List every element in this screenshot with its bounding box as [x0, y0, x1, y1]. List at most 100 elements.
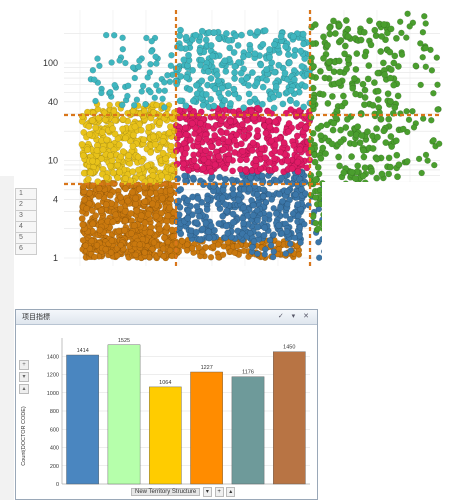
scatter-point	[237, 140, 245, 148]
scatter-point	[102, 174, 110, 182]
x-axis-collapse-button[interactable]: ▴	[226, 487, 236, 497]
scatter-point	[138, 212, 145, 220]
scatter-point	[195, 212, 203, 220]
row-number[interactable]: 6	[15, 244, 37, 255]
row-number[interactable]: 3	[15, 211, 37, 222]
scatter-point	[231, 149, 239, 156]
bar[interactable]	[66, 354, 99, 485]
scatter-point	[325, 58, 333, 66]
row-number[interactable]: 2	[15, 200, 37, 211]
scatter-point	[239, 147, 247, 155]
scatter-point	[149, 133, 157, 141]
scatter-point	[98, 89, 105, 97]
scatter-point	[115, 141, 123, 149]
scatter-point	[268, 195, 276, 203]
scatter-point	[197, 61, 204, 69]
scatter-point	[361, 94, 369, 101]
scatter-point	[365, 62, 373, 69]
x-axis-add-button[interactable]: +	[214, 487, 224, 497]
bar[interactable]	[231, 376, 265, 485]
bar-data-label: 1414	[77, 348, 89, 354]
scatter-point	[78, 215, 86, 223]
scatter-plot: 100 40 10 4 1	[42, 10, 443, 266]
scatter-point	[95, 114, 103, 122]
scatter-point	[270, 204, 277, 212]
scatter-point	[265, 117, 273, 125]
scatter-point	[177, 185, 185, 193]
bar[interactable]	[148, 386, 182, 485]
scatter-point	[268, 242, 275, 249]
scatter-point	[182, 102, 190, 110]
scatter-point	[359, 80, 367, 88]
scatter-point	[360, 28, 368, 36]
scatter-point	[317, 122, 325, 130]
scatter-point	[294, 158, 302, 166]
scatter-point	[272, 126, 280, 134]
row-number[interactable]: 5	[15, 233, 37, 244]
x-axis-selector[interactable]: New Territory Structure ▾ + ▴	[131, 487, 236, 497]
scatter-point	[121, 217, 129, 225]
scatter-point	[146, 229, 154, 237]
scatter-point	[374, 87, 382, 95]
scatter-point	[164, 212, 172, 220]
scatter-point	[337, 37, 345, 44]
scatter-point	[98, 128, 106, 136]
scatter-point	[247, 107, 255, 115]
scatter-point	[394, 173, 401, 181]
row-number[interactable]: 4	[15, 222, 37, 233]
scatter-point	[377, 48, 385, 55]
bar-data-label: 1176	[242, 370, 254, 376]
panel-side-controls: + ▾ ▴	[19, 360, 29, 396]
scatter-point	[81, 196, 88, 204]
scatter-point	[222, 68, 230, 75]
scatter-point	[166, 78, 174, 86]
scatter-point	[188, 245, 196, 252]
row-number[interactable]: 1	[15, 188, 37, 200]
scatter-point	[409, 107, 416, 115]
scatter-point	[215, 254, 222, 261]
bar[interactable]	[107, 344, 141, 485]
scatter-point	[210, 102, 218, 110]
scatter-point	[393, 151, 401, 159]
scatter-point	[385, 154, 393, 162]
scatter-point	[265, 191, 273, 198]
bar[interactable]	[190, 371, 223, 485]
scatter-point	[128, 188, 136, 196]
scatter-point	[185, 51, 192, 59]
x-axis-dropdown-button[interactable]: ▾	[202, 487, 212, 497]
scatter-point	[302, 190, 309, 197]
side-add-button[interactable]: +	[19, 360, 29, 370]
scatter-point	[369, 101, 377, 109]
scatter-point	[95, 185, 103, 193]
panel-tool-icons[interactable]: ✓ ▾ ✕	[277, 313, 312, 320]
scatter-point	[202, 219, 210, 227]
scatter-point	[198, 77, 206, 85]
scatter-point	[219, 251, 227, 259]
bar-y-tick-label: 600	[50, 427, 59, 433]
scatter-point	[298, 63, 306, 70]
scatter-point	[424, 157, 431, 164]
bar[interactable]	[273, 351, 306, 485]
side-dropdown-button[interactable]: ▾	[19, 372, 29, 382]
scatter-point	[373, 174, 381, 182]
scatter-point	[225, 82, 232, 90]
scatter-point	[242, 166, 250, 174]
scatter-point	[243, 156, 250, 164]
scatter-point	[271, 118, 279, 126]
bar-y-axis-label: Count(DOCTOR CODE)	[21, 406, 27, 466]
scatter-point	[153, 82, 160, 89]
x-axis-selector-label[interactable]: New Territory Structure	[131, 488, 201, 496]
scatter-point	[287, 247, 294, 254]
scatter-point	[428, 67, 436, 74]
side-collapse-button[interactable]: ▴	[19, 384, 29, 394]
scatter-point	[115, 227, 123, 235]
scatter-point	[419, 29, 427, 36]
scatter-point	[163, 173, 171, 181]
scatter-point	[193, 163, 201, 171]
scatter-point	[127, 230, 135, 237]
scatter-point	[271, 154, 278, 162]
scatter-point	[421, 13, 428, 20]
scatter-point	[431, 161, 438, 169]
scatter-point	[207, 143, 215, 151]
scatter-point	[119, 101, 126, 109]
